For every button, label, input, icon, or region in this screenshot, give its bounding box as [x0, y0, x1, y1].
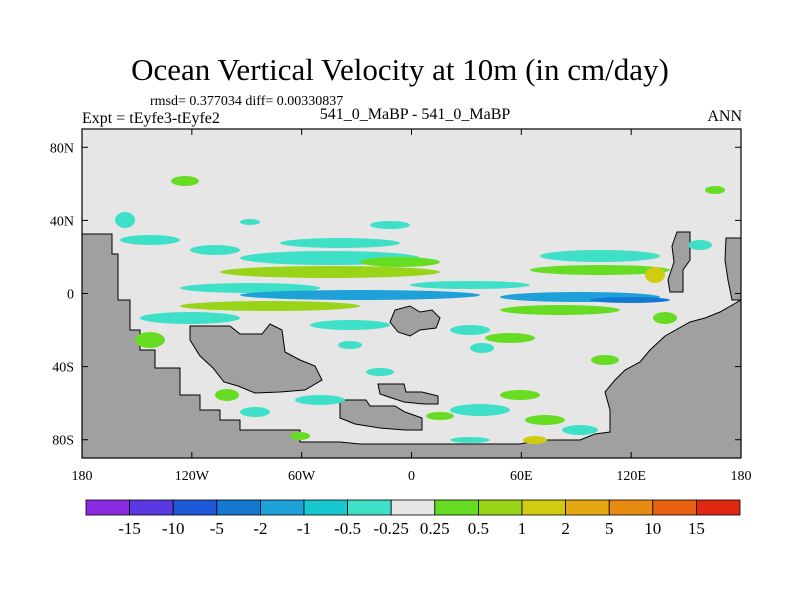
- patch: [500, 390, 540, 400]
- colorbar-label: 0.5: [468, 519, 489, 538]
- land-america: [81, 233, 742, 459]
- patch: [338, 341, 362, 349]
- colorbar-label: -5: [210, 519, 224, 538]
- velocity-patches: [115, 176, 725, 444]
- patch: [280, 238, 400, 248]
- colorbar-label: -10: [162, 519, 185, 538]
- x-tick-label: 180: [731, 469, 752, 484]
- patch: [290, 432, 310, 440]
- experiment-label: Expt = tEyfe3-tEyfe2: [82, 110, 220, 127]
- colorbar-box: [85, 499, 130, 516]
- x-tick-label: 180: [72, 469, 93, 484]
- x-tick-label: 120E: [616, 469, 646, 484]
- colorbar-box: [477, 499, 523, 516]
- patch: [220, 266, 440, 278]
- patch: [485, 333, 535, 343]
- colorbar-label: -2: [253, 519, 267, 538]
- colorbar-box: [390, 499, 436, 516]
- colorbar-label: 10: [644, 519, 661, 538]
- patch: [410, 281, 530, 289]
- colorbar-label: 15: [688, 519, 705, 538]
- patch: [240, 219, 260, 225]
- land-equatorial-continent: [189, 323, 323, 394]
- patch: [135, 332, 165, 348]
- patch: [562, 425, 598, 435]
- colorbar-label: -1: [297, 519, 311, 538]
- land-south-island: [377, 383, 439, 405]
- y-tick-label: 0: [67, 288, 74, 303]
- patch: [240, 290, 480, 300]
- colorbar-box: [129, 499, 174, 516]
- y-tick-label: 80S: [52, 434, 74, 449]
- colorbar-label: -0.25: [373, 519, 408, 538]
- colorbar-box: [521, 499, 566, 516]
- patch: [540, 250, 660, 262]
- x-tick-label: 60W: [288, 469, 316, 484]
- patch: [370, 221, 410, 229]
- patch: [530, 265, 670, 275]
- patch: [688, 240, 712, 250]
- colorbar-box: [434, 499, 479, 516]
- land-central-island: [389, 305, 441, 337]
- patch: [591, 355, 619, 365]
- patch: [450, 325, 490, 335]
- patch: [215, 389, 239, 401]
- y-tick-label: 80N: [50, 141, 74, 156]
- colorbar-box: [608, 499, 654, 516]
- x-tick-label: 120W: [175, 469, 210, 484]
- colorbar-label: -0.5: [334, 519, 361, 538]
- patch: [180, 301, 360, 311]
- x-tick-label: 0: [408, 469, 415, 484]
- x-tick-label: 60E: [510, 469, 533, 484]
- colorbar-label: 1: [518, 519, 527, 538]
- patch: [590, 297, 670, 303]
- colorbar-label: 5: [605, 519, 614, 538]
- patch: [310, 320, 390, 330]
- patch: [426, 412, 454, 420]
- patch: [360, 257, 440, 267]
- colorbar-label: 0.25: [420, 519, 450, 538]
- patch: [140, 312, 240, 324]
- patch: [525, 415, 565, 425]
- patch: [180, 283, 320, 293]
- land-south-continent: [339, 399, 423, 431]
- patch: [500, 305, 620, 315]
- patch: [171, 176, 199, 186]
- colorbar-box: [259, 499, 305, 516]
- colorbar-box: [696, 499, 741, 516]
- colorbar-box: [565, 499, 610, 516]
- colorbar-box: [652, 499, 697, 516]
- patch: [190, 245, 240, 255]
- patch: [653, 312, 677, 324]
- map-axes: 180 120W 60W 0 60E 120E 180 80N 40N 0 40S 80S: [50, 129, 752, 484]
- patch: [705, 186, 725, 194]
- colorbar-box: [216, 499, 261, 516]
- colorbar-box: [303, 499, 348, 516]
- patch: [120, 235, 180, 245]
- colorbar-label: 2: [561, 519, 570, 538]
- colorbar-box: [347, 499, 392, 516]
- season-label: ANN: [707, 108, 742, 125]
- y-tick-label: 40S: [52, 361, 74, 376]
- patch: [295, 395, 345, 405]
- colorbar-box: [172, 499, 218, 516]
- colorbar: -15 -10 -5 -2 -1 -0.5 -0.25 0.25 0.5 1 2 5 10 15: [85, 499, 741, 538]
- patch: [450, 437, 490, 443]
- y-tick-label: 40N: [50, 214, 74, 229]
- patch: [645, 267, 665, 283]
- patch: [470, 343, 494, 353]
- case-label: 541_0_MaBP - 541_0_MaBP: [319, 106, 511, 123]
- chart-title: Ocean Vertical Velocity at 10m (in cm/da…: [131, 52, 669, 87]
- patch: [450, 404, 510, 416]
- stats-label: rmsd= 0.377034 diff= 0.00330837: [150, 94, 344, 109]
- colorbar-label: -15: [118, 519, 141, 538]
- patch: [240, 407, 270, 417]
- patch: [115, 212, 135, 228]
- patch: [366, 368, 394, 376]
- land-layer: [81, 231, 742, 459]
- patch: [523, 436, 547, 444]
